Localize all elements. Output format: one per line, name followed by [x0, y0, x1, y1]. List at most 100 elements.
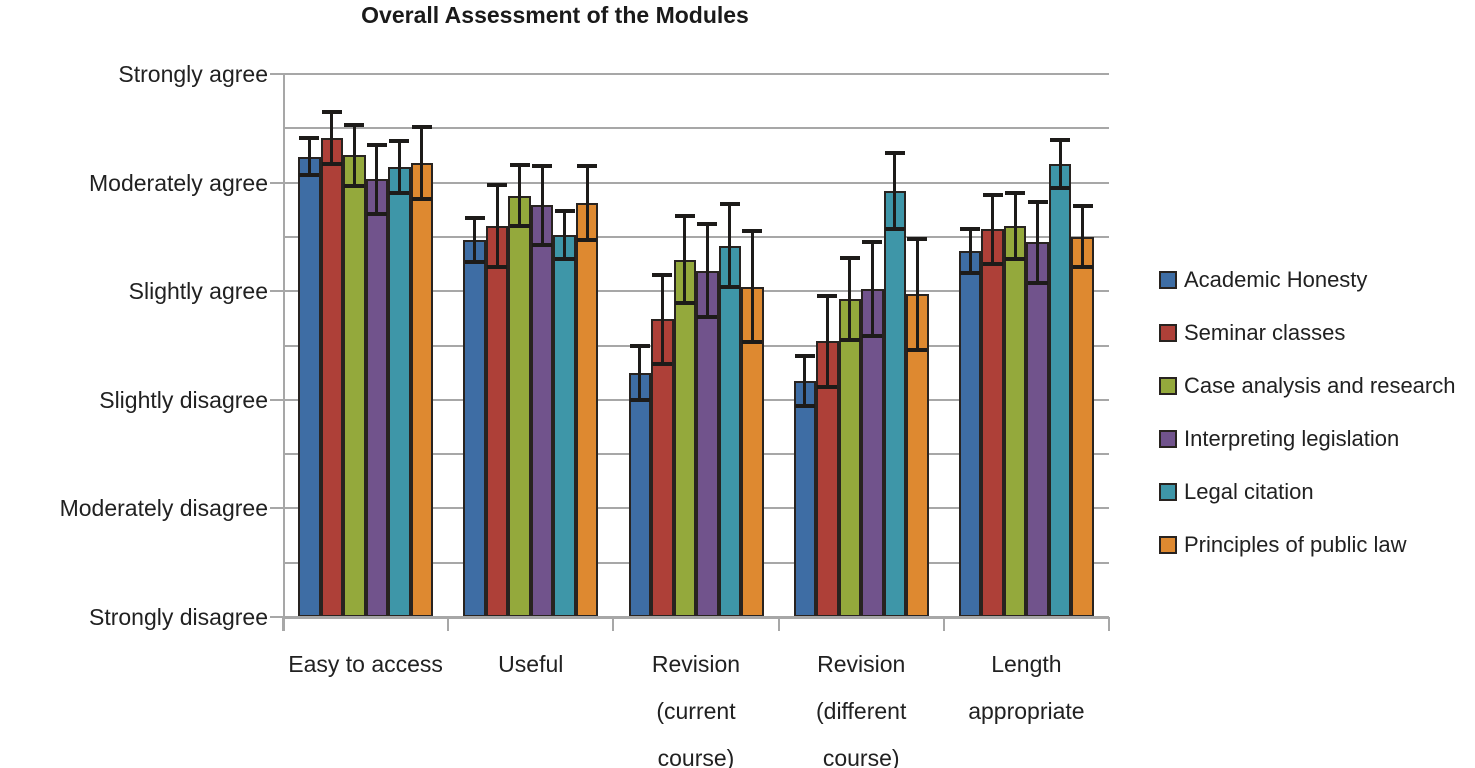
legend-label: Academic Honesty [1184, 267, 1368, 292]
error-bar-cap-bottom [321, 162, 342, 167]
error-bar-cap-bottom [960, 270, 981, 275]
legend-item: Academic Honesty [1159, 267, 1455, 292]
y-axis-tick [270, 507, 283, 510]
error-bar-line [1081, 206, 1085, 268]
bar [410, 163, 434, 617]
error-bar-cap-bottom [1005, 256, 1026, 261]
x-category-label-line: (different [816, 698, 907, 724]
error-bar-line [705, 223, 709, 318]
error-bar-cap-bottom [577, 238, 598, 243]
error-bar-cap-top [1050, 138, 1071, 143]
error-bar-cap-top [697, 221, 718, 226]
x-category-label: Useful [448, 641, 613, 688]
chart-title: Overall Assessment of the Modules [361, 2, 749, 28]
y-tick-label: Slightly agree [128, 278, 268, 305]
x-category-label-line: course) [657, 745, 735, 768]
error-bar-cap-top [817, 293, 838, 298]
error-bar-cap-top [982, 192, 1003, 197]
y-tick-label: Strongly disagree [89, 604, 268, 630]
y-axis-line [283, 74, 285, 631]
error-bar-cap-bottom [794, 404, 815, 409]
error-bar-line [870, 242, 874, 336]
bar [981, 229, 1004, 617]
error-bar-cap-top [1005, 191, 1026, 196]
bar [628, 372, 651, 617]
error-bar-line [330, 112, 334, 165]
x-category-label-line: Revision [651, 651, 741, 677]
error-bar-cap-top [577, 164, 598, 169]
x-category-label: Easy to access [283, 641, 448, 688]
x-axis-tick [282, 617, 284, 631]
bar [1003, 226, 1027, 617]
error-bar-line [375, 144, 379, 215]
error-bar-cap-top [554, 208, 575, 213]
error-bar-cap-top [1027, 200, 1048, 205]
error-bar-cap-top [321, 110, 342, 114]
bar [530, 205, 554, 617]
y-axis-tick [270, 290, 283, 293]
x-category-label-line: Revision [817, 651, 906, 677]
error-bar-line [660, 274, 664, 364]
x-axis-tick [942, 617, 945, 631]
error-bar-cap-bottom [839, 338, 860, 343]
x-axis-tick [777, 617, 780, 631]
error-bar-cap-bottom [1027, 280, 1048, 285]
x-axis-tick [612, 617, 615, 631]
bar [861, 289, 884, 617]
legend-swatch-icon [1159, 536, 1177, 554]
bar [1026, 242, 1049, 617]
error-bar-cap-bottom [554, 256, 575, 261]
error-bar-line [518, 165, 522, 227]
error-bar-cap-top [960, 227, 981, 232]
error-bar-line [540, 166, 544, 245]
legend-item: Seminar classes [1159, 320, 1455, 345]
legend-label: Seminar classes [1184, 320, 1346, 345]
error-bar-line [848, 257, 852, 341]
error-bar-cap-top [794, 354, 815, 359]
error-bar-cap-top [742, 229, 763, 234]
error-bar-line [307, 138, 311, 175]
error-bar-cap-bottom [464, 259, 485, 264]
bar [553, 234, 576, 617]
error-bar-cap-bottom [719, 284, 740, 289]
error-bar-cap-bottom [862, 333, 883, 338]
x-category-label: Revision (current course) [613, 641, 778, 768]
bar [485, 226, 509, 617]
legend-swatch-icon [1159, 271, 1177, 289]
bar [320, 138, 344, 617]
error-bar-cap-bottom [629, 397, 650, 402]
error-bar-cap-top [839, 255, 860, 260]
error-bar-line [803, 356, 807, 407]
y-tick-label: Moderately agree [89, 169, 268, 196]
error-bar-cap-bottom [674, 301, 695, 306]
bar [838, 298, 862, 617]
error-bar-line [495, 184, 499, 268]
error-bar-cap-top [299, 136, 320, 141]
error-bar-line [968, 229, 972, 273]
error-bar-line [473, 218, 477, 262]
error-bar-cap-top [719, 202, 740, 207]
bar [508, 195, 531, 617]
error-bar-line [585, 166, 589, 241]
x-category-label-line: appropriate [968, 698, 1085, 724]
error-bar-line [1013, 193, 1017, 259]
error-bar-line [420, 127, 424, 199]
error-bar-line [1058, 140, 1062, 189]
x-category-label-line: Easy to access [288, 651, 443, 677]
error-bar-cap-top [1072, 204, 1093, 209]
error-bar-cap-top [884, 151, 905, 156]
legend: Academic Honesty Seminar classes Case anal… [1159, 267, 1455, 589]
error-bar-line [750, 231, 754, 343]
legend-item: Principles of public law [1159, 534, 1455, 556]
error-bar-cap-top [674, 214, 695, 219]
bar [883, 191, 907, 617]
y-axis-tick [270, 616, 283, 618]
legend-swatch-icon [1159, 377, 1177, 395]
bar [365, 179, 389, 617]
legend-swatch-icon [1159, 483, 1177, 501]
error-bar-cap-bottom [411, 196, 432, 201]
bar [298, 156, 321, 617]
error-bar-cap-top [389, 139, 410, 144]
x-axis-tick [447, 617, 450, 631]
